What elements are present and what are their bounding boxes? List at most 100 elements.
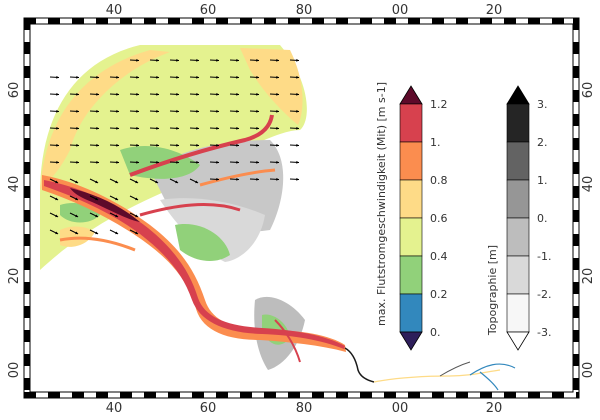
frame-tick xyxy=(504,392,516,398)
vector-arrow-head xyxy=(276,92,279,96)
vector-arrow-head xyxy=(196,126,199,130)
frame-tick xyxy=(573,258,579,270)
vector-arrow-head xyxy=(115,231,119,235)
frame-tick xyxy=(573,378,579,390)
topography-colorbar-tick-label: -1. xyxy=(537,250,551,263)
secondary-channel xyxy=(129,114,274,177)
frame-tick xyxy=(528,392,540,398)
frame-tick xyxy=(72,18,84,24)
velocity-colorbar-swatch xyxy=(399,103,423,143)
frame-tick xyxy=(432,392,444,398)
vector-arrow-head xyxy=(76,126,79,130)
vector-arrow-head xyxy=(256,109,259,113)
frame-tick xyxy=(384,18,396,24)
velocity-colorbar-tick-label: 0.8 xyxy=(430,174,448,187)
vector-arrow-head xyxy=(296,126,299,130)
vector-arrow-head xyxy=(176,143,179,147)
secondary-channel xyxy=(139,203,241,217)
vector-arrow-head xyxy=(56,160,59,164)
vector-arrow-head xyxy=(216,92,219,96)
bottom-tick-label: 80 xyxy=(296,401,313,416)
frame-tick xyxy=(288,392,300,398)
vector-arrow-head xyxy=(256,58,259,62)
velocity-colorbar-tick-label: 1. xyxy=(430,136,441,149)
vector-arrow-head xyxy=(195,180,199,184)
bottom-tick-label: 00 xyxy=(392,401,409,416)
frame-tick xyxy=(144,392,156,398)
vector-arrow-head xyxy=(115,180,119,184)
vector-arrow-head xyxy=(196,109,199,113)
tributary xyxy=(479,371,499,391)
vector-arrow-head xyxy=(56,143,59,147)
bottom-tick-label: 40 xyxy=(106,401,123,416)
frame-tick xyxy=(24,138,30,150)
green-zone xyxy=(175,224,230,262)
right-tick-label: 20 xyxy=(581,268,596,285)
vector-arrow-head xyxy=(156,126,159,130)
frame-tick xyxy=(504,18,516,24)
frame-tick xyxy=(192,392,204,398)
vector-arrow-head xyxy=(196,143,199,147)
vector-arrow-head xyxy=(116,126,119,130)
right-tick-label: 00 xyxy=(581,362,596,379)
vector-arrow-head xyxy=(176,160,179,164)
top-tick-label: 20 xyxy=(486,3,503,18)
frame-tick xyxy=(24,354,30,366)
vector-arrow-head xyxy=(296,160,299,164)
vector-arrow-head xyxy=(236,58,239,62)
frame-tick xyxy=(24,90,30,102)
vector-arrow-head xyxy=(176,75,179,79)
vector-arrow-head xyxy=(56,109,59,113)
vector-arrow-head xyxy=(76,160,79,164)
bottom-tick-label: 20 xyxy=(486,401,503,416)
frame-tick xyxy=(360,392,372,398)
low-velocity-patch xyxy=(40,50,170,190)
topography-colorbar-tick-label: 2. xyxy=(537,136,548,149)
vector-arrow-head xyxy=(136,160,139,164)
frame-tick xyxy=(96,392,108,398)
frame-tick xyxy=(456,18,468,24)
vector-arrow-head xyxy=(276,58,279,62)
right-axis: 60 40 20 00 xyxy=(581,82,596,379)
vector-arrow-head xyxy=(156,58,159,62)
vector-arrow-head xyxy=(236,177,239,181)
frame-tick xyxy=(573,114,579,126)
frame-tick xyxy=(24,18,30,30)
topography-colorbar-under-triangle xyxy=(506,331,530,351)
vector-arrow-head xyxy=(236,160,239,164)
frame-tick xyxy=(456,392,468,398)
velocity-colorbar-swatch xyxy=(399,293,423,333)
vector-arrow-head xyxy=(256,126,259,130)
frame-tick xyxy=(144,18,156,24)
vector-arrow-head xyxy=(296,177,299,181)
topography-colorbar-tick-label: -2. xyxy=(537,288,551,301)
topography-colorbar-swatch xyxy=(506,103,530,143)
frame-tick xyxy=(573,234,579,246)
frame-tick xyxy=(480,392,492,398)
vector-arrow-head xyxy=(256,92,259,96)
frame-tick xyxy=(552,18,564,24)
vector-arrow-head xyxy=(76,75,79,79)
vector-arrow-head xyxy=(116,92,119,96)
vector-arrow-head xyxy=(236,126,239,130)
topography-colorbar-swatch xyxy=(506,217,530,257)
frame-tick xyxy=(573,282,579,294)
vector-arrow-head xyxy=(156,160,159,164)
frame-tick xyxy=(336,18,348,24)
frame-tick xyxy=(573,162,579,174)
frame-tick xyxy=(408,18,420,24)
frame-tick xyxy=(288,18,300,24)
left-tick-label: 00 xyxy=(7,362,22,379)
frame-tick xyxy=(384,392,396,398)
frame-tick xyxy=(336,392,348,398)
low-velocity-patch xyxy=(240,48,303,125)
velocity-colorbar-tick-label: 1.2 xyxy=(430,98,448,111)
frame-tick xyxy=(573,210,579,222)
main-channel-peak xyxy=(70,188,140,222)
vector-arrow-head xyxy=(115,214,119,218)
frame-tick xyxy=(120,392,132,398)
topography-colorbar-title: Topographie [m] xyxy=(486,245,499,336)
topography-colorbar-tick-label: -3. xyxy=(537,326,551,339)
frame-tick xyxy=(573,90,579,102)
vector-arrow-head xyxy=(236,92,239,96)
